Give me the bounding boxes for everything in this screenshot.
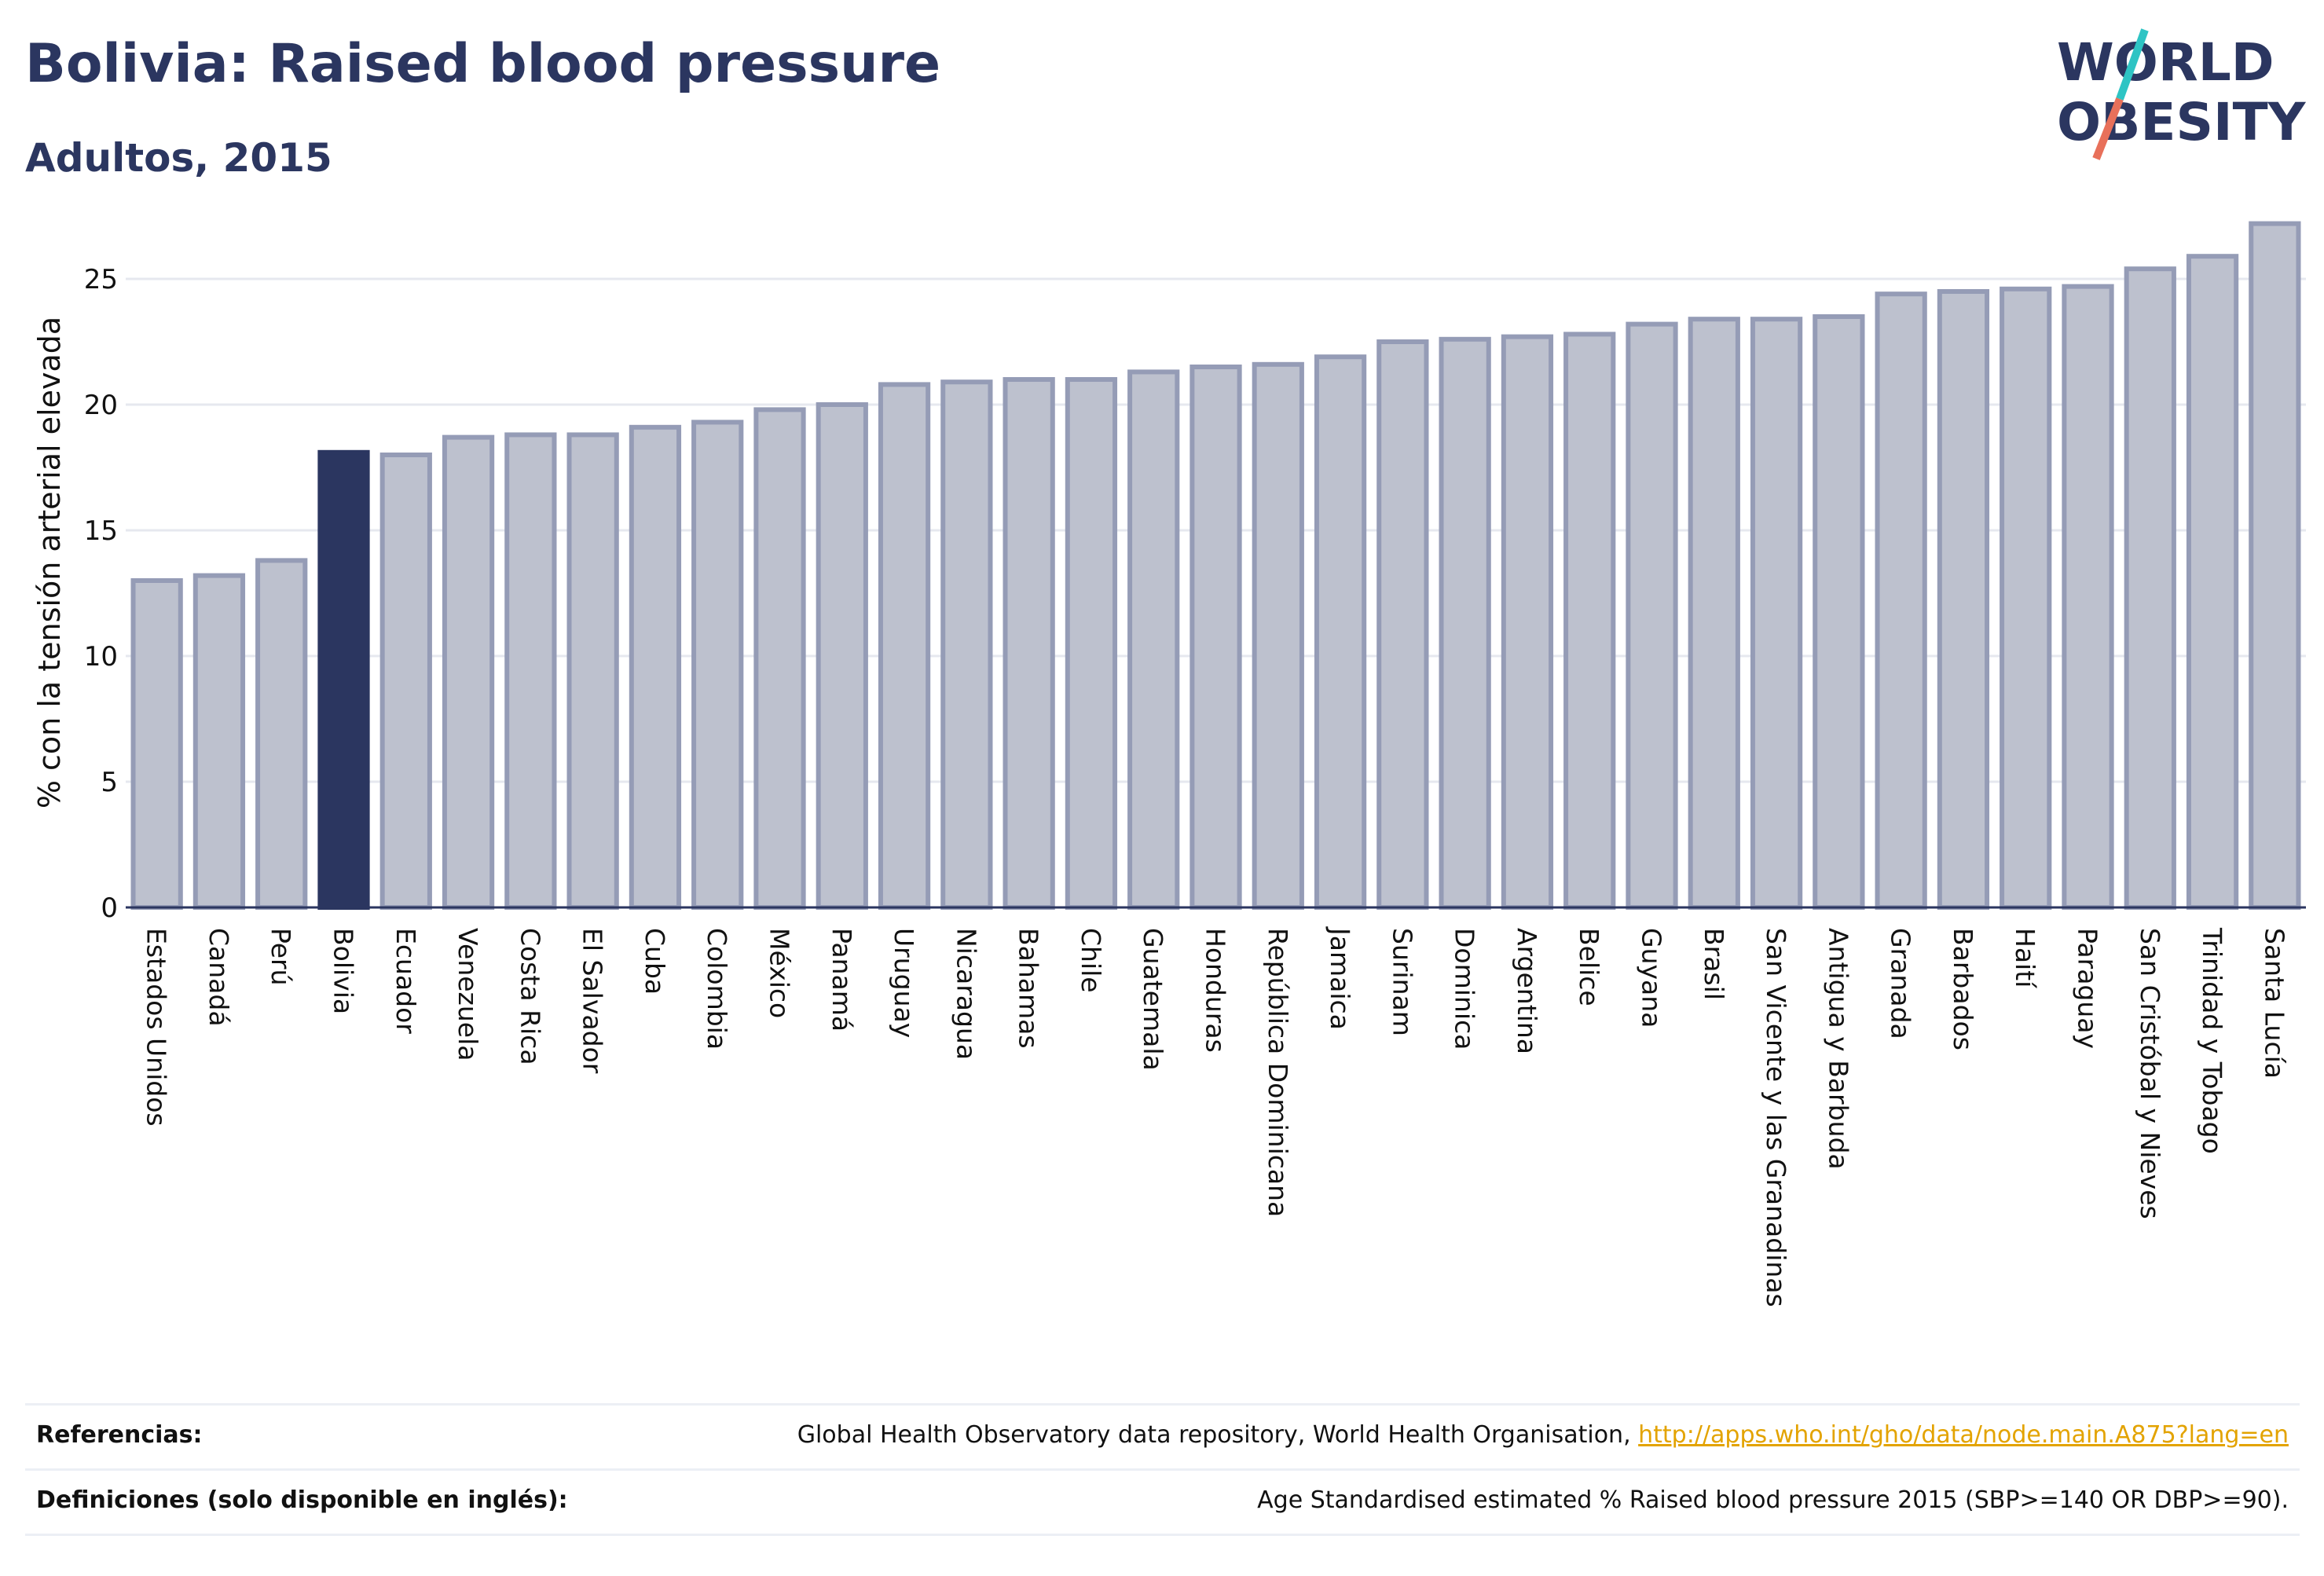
bar-antigua-y-barbuda [1813,314,1865,910]
bar-mexico [753,407,806,910]
bar-nicaragua [940,379,993,910]
bar-granada [1875,291,1927,910]
chart-title: Bolivia: Raised blood pressure [25,33,941,95]
logo-line1: WORLD [2057,32,2275,93]
references-value: Global Health Observatory data repositor… [797,1421,2289,1449]
y-tick-label: 10 [84,641,118,673]
bar-republica-dominicana [1252,361,1304,910]
x-tick-label: Chile [1076,928,1106,993]
bar-bolivia [317,449,370,910]
bar-santa-lucia [2249,221,2301,911]
bar-uruguay [878,382,931,910]
x-tick-label: Belice [1574,928,1604,1006]
bar-argentina [1501,334,1554,911]
bar-paraguay [2062,284,2114,911]
bar-costa-rica [504,432,557,910]
y-tick-label: 15 [84,515,118,547]
bar-cuba [629,424,682,910]
x-tick-label: Panamá [827,928,857,1032]
x-tick-label: Santa Lucía [2259,928,2289,1079]
bar-canada [192,573,246,910]
bars [130,221,2301,911]
x-tick-label: México [764,928,795,1018]
x-tick-label: Antigua y Barbuda [1823,928,1853,1170]
x-tick-label: Honduras [1200,928,1231,1053]
references-label: Referencias: [36,1421,203,1449]
bar-san-cristobal-y-nieves [2124,266,2176,910]
definitions-value: Age Standardised estimated % Raised bloo… [1257,1486,2289,1514]
x-tick-label: Guatemala [1138,928,1168,1071]
bar-ecuador [379,453,432,910]
x-tick-label: Surinam [1387,928,1417,1036]
x-tick-label: República Dominicana [1263,928,1293,1217]
y-axis-label: % con la tensión arterial elevada [32,317,67,808]
bar-trinidad-y-tobago [2186,254,2239,910]
x-tick-label: Costa Rica [515,928,545,1065]
bar-estados-unidos [130,578,183,910]
definitions-row: Definiciones (solo disponible en inglés)… [25,1468,2300,1536]
bar-surinam [1376,339,1429,910]
bar-el-salvador [566,432,619,910]
bar-honduras [1189,365,1242,910]
x-tick-label: Haití [2010,928,2040,989]
logo-slash-teal [2116,28,2149,101]
bar-guyana [1626,321,1678,911]
bar-panama [816,402,868,910]
x-tick-label: Estados Unidos [141,928,172,1127]
bar-guatemala [1127,369,1180,910]
references-text: Global Health Observatory data repositor… [797,1421,1639,1449]
bar-peru [255,558,308,911]
x-axis-ticks: Estados Unidos Canadá Perú Bolivia Ecuador Ve… [141,926,2290,1307]
x-tick-label: Venezuela [453,928,483,1061]
x-tick-label: Bahamas [1014,928,1044,1049]
bar-bahamas [1003,377,1055,910]
references-link[interactable]: http://apps.who.int/gho/data/node.main.A… [1638,1421,2289,1449]
x-tick-label: El Salvador [577,928,608,1074]
definitions-label: Definiciones (solo disponible en inglés)… [36,1486,568,1514]
bar-colombia [691,420,744,910]
bar-san-vicente-y-las-granadinas [1750,317,1803,910]
y-tick-label: 5 [101,767,118,798]
x-tick-label: Ecuador [390,928,421,1034]
bar-venezuela [442,434,495,910]
x-tick-label: Trinidad y Tobago [2197,927,2227,1154]
y-tick-label: 25 [84,264,118,295]
bar-dominica [1439,336,1491,910]
footer: Referencias: Global Health Observatory d… [25,1403,2300,1536]
x-tick-label: San Vicente y las Granadinas [1761,928,1791,1307]
bar-jamaica [1314,354,1367,910]
y-tick-label: 20 [84,390,118,421]
x-tick-label: Jamaica [1325,926,1355,1030]
x-tick-label: Colombia [702,928,732,1050]
x-tick-label: Bolivia [328,928,359,1014]
x-tick-label: Cuba [640,928,670,995]
references-row: Referencias: Global Health Observatory d… [25,1403,2300,1468]
bar-barbados [1937,289,1990,910]
bar-brasil [1688,317,1740,910]
x-tick-label: Barbados [1948,928,1978,1050]
y-tick-label: 0 [101,892,118,924]
x-tick-label: Perú [266,928,296,986]
logo-slash-coral [2092,97,2124,160]
bar-haiti [2000,286,2052,910]
x-tick-label: Uruguay [889,928,919,1038]
y-axis-ticks: 0 5 10 15 20 25 [84,264,118,924]
x-tick-label: San Cristóbal y Nieves [2135,928,2165,1219]
bar-belice [1563,332,1616,910]
x-tick-label: Brasil [1699,928,1729,1000]
x-tick-label: Canadá [203,928,234,1027]
x-tick-label: Argentina [1512,928,1542,1054]
bar-chart: 0 5 10 15 20 25 Estados Unidos Canadá Perú Boliv… [32,221,2306,1307]
x-tick-label: Guyana [1637,928,1667,1028]
x-tick-label: Granada [1886,928,1916,1039]
chart-subtitle: Adultos, 2015 [25,135,332,181]
bar-chile [1065,377,1118,910]
x-tick-label: Dominica [1450,928,1480,1050]
x-tick-label: Nicaragua [951,928,981,1060]
x-tick-label: Paraguay [2073,928,2103,1049]
world-obesity-logo: WORLD OBESITY [2057,28,2307,160]
